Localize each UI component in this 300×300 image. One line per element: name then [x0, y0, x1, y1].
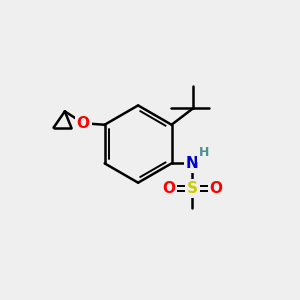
Text: O: O	[162, 181, 175, 196]
Text: O: O	[77, 116, 90, 131]
Text: N: N	[186, 156, 199, 171]
Text: S: S	[187, 181, 198, 196]
Text: O: O	[210, 181, 223, 196]
Text: H: H	[199, 146, 209, 160]
